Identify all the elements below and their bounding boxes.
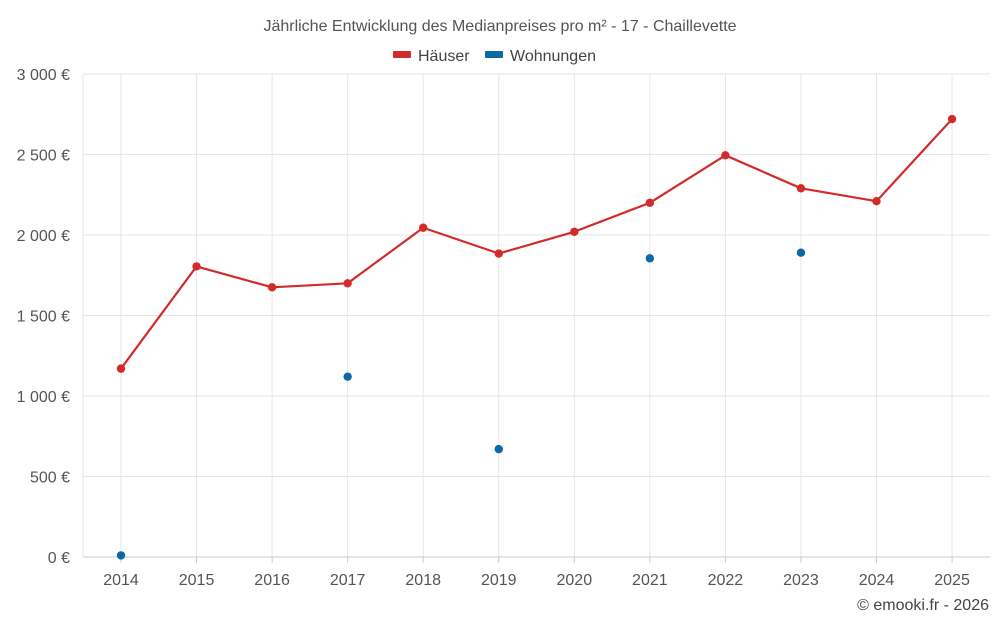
x-tick-label: 2022 [708, 572, 744, 589]
x-tick-label: 2015 [179, 572, 215, 589]
y-tick-label: 1 000 € [17, 389, 70, 406]
legend-swatch-haeuser[interactable] [393, 51, 411, 58]
data-point-haeuser-2017[interactable] [343, 279, 352, 288]
data-point-haeuser-2018[interactable] [419, 223, 428, 232]
legend-label-wohnungen[interactable]: Wohnungen [510, 48, 596, 65]
copyright-text: © emooki.fr - 2026 [857, 597, 989, 614]
data-point-wohnungen-2021[interactable] [645, 254, 655, 263]
grid [82, 73, 990, 557]
data-point-haeuser-2022[interactable] [721, 151, 730, 160]
data-point-haeuser-2024[interactable] [872, 196, 881, 206]
series-line-haeuser [120, 118, 953, 370]
y-tick-label: 1 500 € [17, 309, 70, 326]
x-tick-label: 2021 [632, 572, 668, 589]
data-point-haeuser-2020[interactable] [570, 227, 579, 236]
x-tick-label: 2019 [481, 572, 517, 589]
data-point-haeuser-2014[interactable] [116, 364, 126, 373]
data-point-haeuser-2016[interactable] [267, 283, 277, 292]
series-haeuser [116, 114, 957, 373]
x-tick-label: 2014 [103, 572, 139, 589]
y-tick-label: 2 000 € [17, 228, 70, 245]
data-point-haeuser-2025[interactable] [947, 114, 957, 124]
y-tick-label: 500 € [30, 470, 70, 487]
data-point-wohnungen-2014[interactable] [116, 551, 126, 560]
x-tick-label: 2025 [934, 572, 970, 589]
x-tick-label: 2018 [405, 572, 441, 589]
chart-title: Jährliche Entwicklung des Medianpreises … [263, 18, 736, 35]
legend-label-haeuser[interactable]: Häuser [418, 48, 470, 65]
series-wohnungen [116, 248, 806, 560]
data-point-haeuser-2021[interactable] [645, 198, 655, 207]
data-point-haeuser-2015[interactable] [192, 262, 201, 271]
x-tick-label: 2023 [783, 572, 819, 589]
data-point-wohnungen-2023[interactable] [796, 248, 806, 257]
axes: 0 € 500 € 1 000 € 1 500 € 2 000 € 2 500 € 3 00… [17, 67, 990, 589]
data-point-wohnungen-2019[interactable] [494, 444, 503, 454]
x-tick-label: 2016 [254, 572, 290, 589]
x-tick-label: 2017 [330, 572, 366, 589]
x-tick-label: 2024 [859, 572, 895, 589]
legend-swatch-wohnungen[interactable] [485, 51, 503, 58]
data-point-wohnungen-2017[interactable] [343, 372, 352, 381]
y-tick-label: 2 500 € [17, 148, 70, 165]
data-point-haeuser-2023[interactable] [796, 184, 806, 193]
data-point-haeuser-2019[interactable] [494, 249, 503, 258]
x-tick-label: 2020 [557, 572, 593, 589]
y-tick-label: 0 € [48, 550, 70, 567]
y-tick-label: 3 000 € [17, 67, 70, 84]
legend: Häuser Wohnungen [393, 48, 596, 65]
series [116, 114, 957, 560]
